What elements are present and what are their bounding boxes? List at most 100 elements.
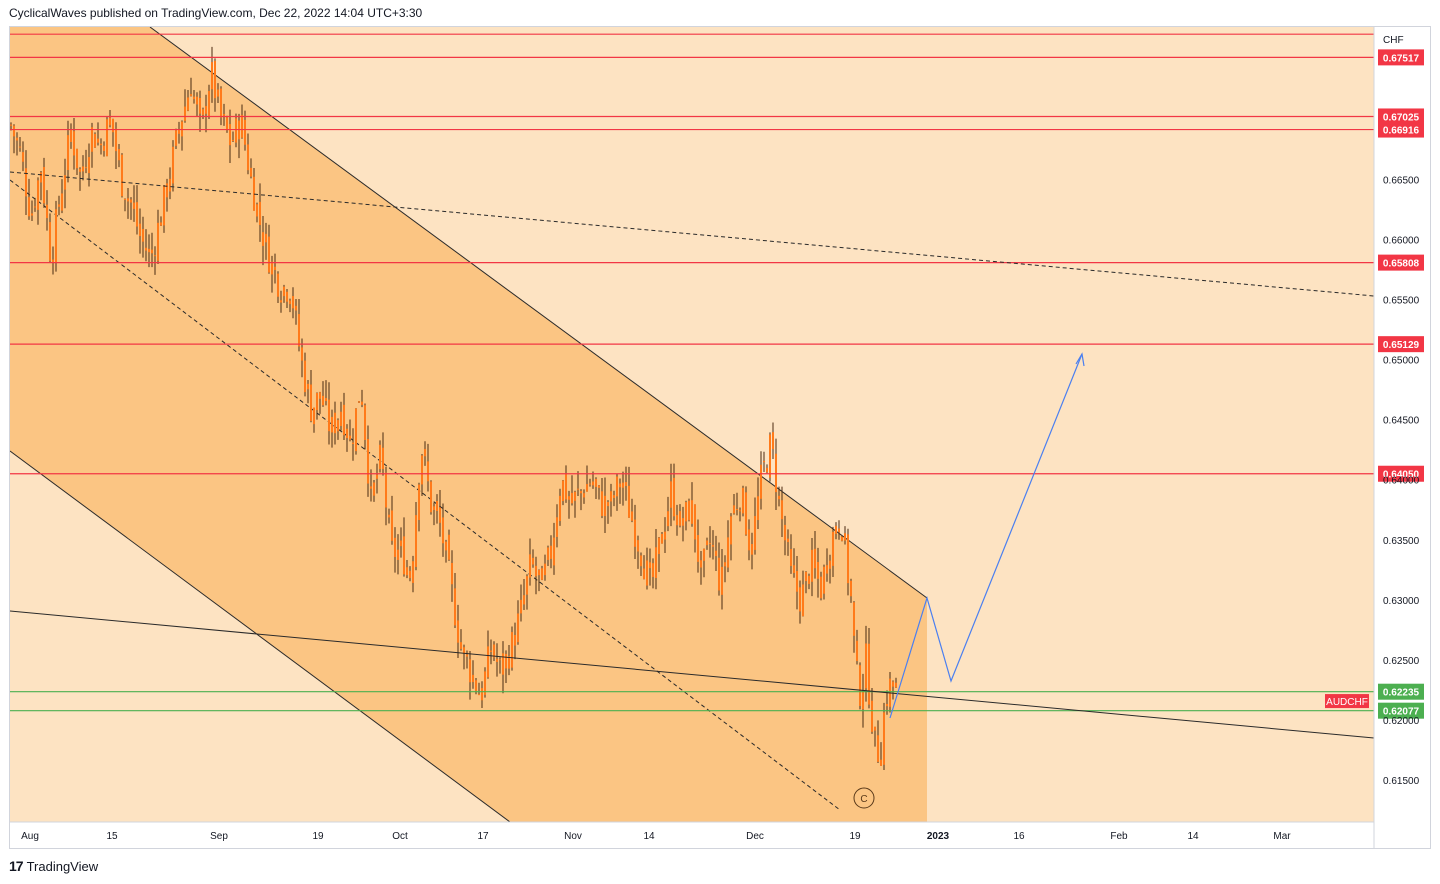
candle-body: [757, 496, 759, 521]
candle-body: [547, 547, 549, 560]
candle-body: [208, 90, 210, 116]
channel-mid-line: [10, 179, 841, 811]
candle-body: [598, 485, 600, 488]
candle-body: [157, 222, 159, 261]
candle-body: [298, 314, 300, 347]
y-tick-label: 0.66500: [1383, 176, 1420, 187]
candle-body: [289, 300, 291, 305]
candle-body: [112, 118, 114, 133]
candle-body: [25, 168, 27, 197]
candle-body: [802, 584, 804, 617]
candle-body: [862, 691, 864, 710]
candle-body: [304, 360, 306, 393]
candle-body: [739, 510, 741, 512]
dashed-trend-line: [10, 171, 1374, 297]
candle-body: [406, 567, 408, 576]
candle-body: [835, 525, 837, 534]
candle-body: [520, 599, 522, 614]
candle-body: [601, 491, 603, 516]
candle-body: [790, 549, 792, 566]
candle-body: [403, 536, 405, 575]
candle-body: [688, 500, 690, 521]
candle-body: [760, 464, 762, 499]
support-level-0-label: 0.62235: [1383, 688, 1420, 699]
candle-body: [19, 146, 21, 148]
candle-body: [580, 491, 582, 494]
candle-body: [616, 476, 618, 497]
candle-body: [553, 537, 555, 566]
y-tick-label: 0.63500: [1383, 536, 1420, 547]
candle-body: [676, 515, 678, 526]
candle-body: [13, 125, 15, 137]
candle-body: [148, 248, 150, 253]
candle-body: [439, 507, 441, 523]
candle-body: [205, 106, 207, 114]
candle-body: [514, 635, 516, 646]
candle-body: [817, 561, 819, 579]
candle-body: [883, 712, 885, 765]
resistance-level-4-tag: [1378, 336, 1424, 353]
candle-body: [172, 146, 174, 184]
resistance-level-3-tag: [1378, 254, 1424, 271]
candle-body: [139, 223, 141, 237]
candle-body: [793, 565, 795, 573]
candle-body: [52, 259, 54, 263]
candle-body: [97, 138, 99, 143]
projection-line: [889, 353, 1083, 719]
candle-body: [568, 496, 570, 500]
candle-body: [454, 588, 456, 626]
candle-body: [355, 408, 357, 452]
candle-body: [10, 124, 12, 126]
currency-label: CHF: [1383, 35, 1404, 46]
candle-body: [709, 542, 711, 544]
candle-body: [142, 228, 144, 242]
candle-body: [508, 656, 510, 669]
candle-body: [271, 261, 273, 275]
candle-body: [58, 204, 60, 207]
candle-body: [193, 96, 195, 100]
candle-body: [781, 500, 783, 520]
x-tick-label: 17: [477, 831, 489, 842]
candle-body: [877, 735, 879, 762]
candle-body: [64, 175, 66, 190]
candle-body: [178, 129, 180, 134]
candle-body: [400, 540, 402, 547]
y-tick-label: 0.66000: [1383, 236, 1420, 247]
trend-lines: [10, 171, 1374, 739]
candle-body: [166, 183, 168, 198]
candle-body: [856, 640, 858, 661]
support-level-1-label: 0.62077: [1383, 707, 1420, 718]
y-tick-label: 0.65000: [1383, 356, 1420, 367]
candle-body: [127, 198, 129, 202]
candle-body: [586, 484, 588, 492]
support-level-0-tag: [1378, 683, 1424, 700]
candle-body: [367, 439, 369, 484]
candle-body: [190, 94, 192, 96]
candle-body: [583, 493, 585, 498]
y-tick-label: 0.62000: [1383, 716, 1420, 727]
candle-body: [169, 178, 171, 192]
candle-body: [766, 467, 768, 473]
candle-body: [49, 222, 51, 261]
candle-body: [133, 202, 135, 209]
candle-body: [274, 266, 276, 270]
candle-body: [712, 545, 714, 547]
chart-frame: [9, 26, 1431, 849]
candle-body: [526, 576, 528, 595]
symbol-tag-label: AUDCHF: [1326, 697, 1368, 708]
candle-body: [61, 193, 63, 211]
candle-body: [451, 562, 453, 585]
candle-body: [358, 401, 360, 403]
symbol-tag: [1325, 694, 1369, 709]
candle-body: [652, 563, 654, 577]
candle-body: [115, 128, 117, 152]
candle-body: [46, 204, 48, 219]
candle-body: [145, 247, 147, 251]
candle-body: [892, 681, 894, 687]
candle-body: [655, 547, 657, 579]
candle-body: [409, 570, 411, 579]
x-tick-label: Mar: [1273, 831, 1291, 842]
candle-body: [265, 233, 267, 243]
candle-body: [784, 524, 786, 541]
